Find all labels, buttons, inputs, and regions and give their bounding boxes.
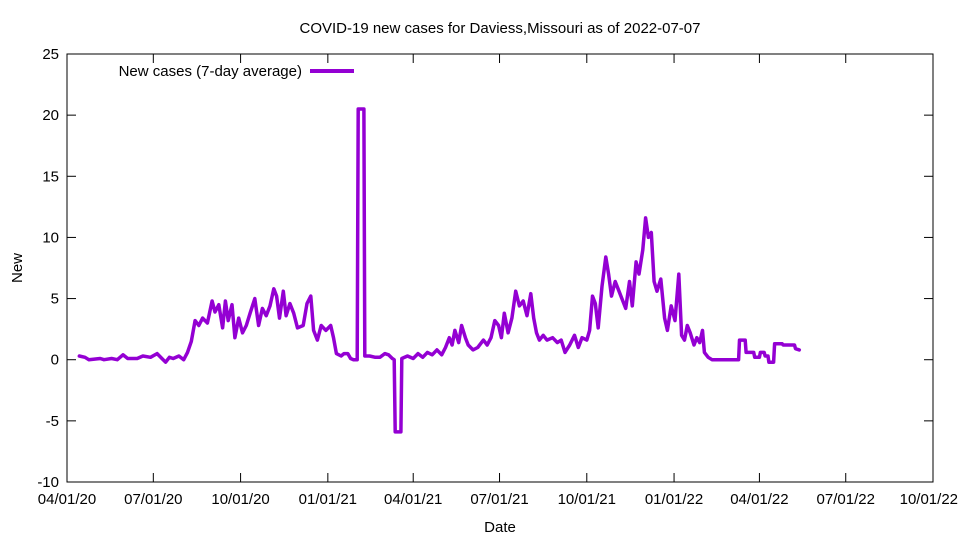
- y-tick-label: 15: [42, 168, 59, 185]
- y-axis: -10 -5 0 5 10 15 20 25: [37, 46, 933, 491]
- x-axis-label: Date: [484, 519, 516, 536]
- x-tick-label: 10/01/21: [558, 491, 616, 508]
- x-tick-label: 01/01/22: [645, 491, 703, 508]
- legend: New cases (7-day average): [119, 63, 354, 80]
- x-tick-label: 07/01/21: [470, 491, 528, 508]
- x-tick-label: 10/01/20: [211, 491, 269, 508]
- y-tick-label: 10: [42, 229, 59, 246]
- y-tick-label: 20: [42, 107, 59, 124]
- x-tick-label: 01/01/21: [299, 491, 357, 508]
- legend-label: New cases (7-day average): [119, 63, 302, 80]
- x-tick-label: 07/01/20: [124, 491, 182, 508]
- y-tick-label: 0: [51, 352, 59, 369]
- x-tick-label: 04/01/22: [730, 491, 788, 508]
- x-tick-label: 04/01/20: [38, 491, 96, 508]
- y-tick-label: -5: [46, 413, 59, 430]
- chart-title: COVID-19 new cases for Daviess,Missouri …: [299, 20, 700, 37]
- x-tick-label: 10/01/22: [900, 491, 958, 508]
- y-axis-label: New: [9, 253, 26, 283]
- x-tick-label: 07/01/22: [817, 491, 875, 508]
- x-axis: 04/01/20 07/01/20 10/01/20 01/01/21 04/01/21…: [38, 54, 958, 508]
- x-tick-label: 04/01/21: [384, 491, 442, 508]
- series-line-new-cases: [77, 107, 802, 434]
- y-tick-label: 5: [51, 291, 59, 308]
- y-tick-label: -10: [37, 474, 59, 491]
- y-tick-label: 25: [42, 46, 59, 63]
